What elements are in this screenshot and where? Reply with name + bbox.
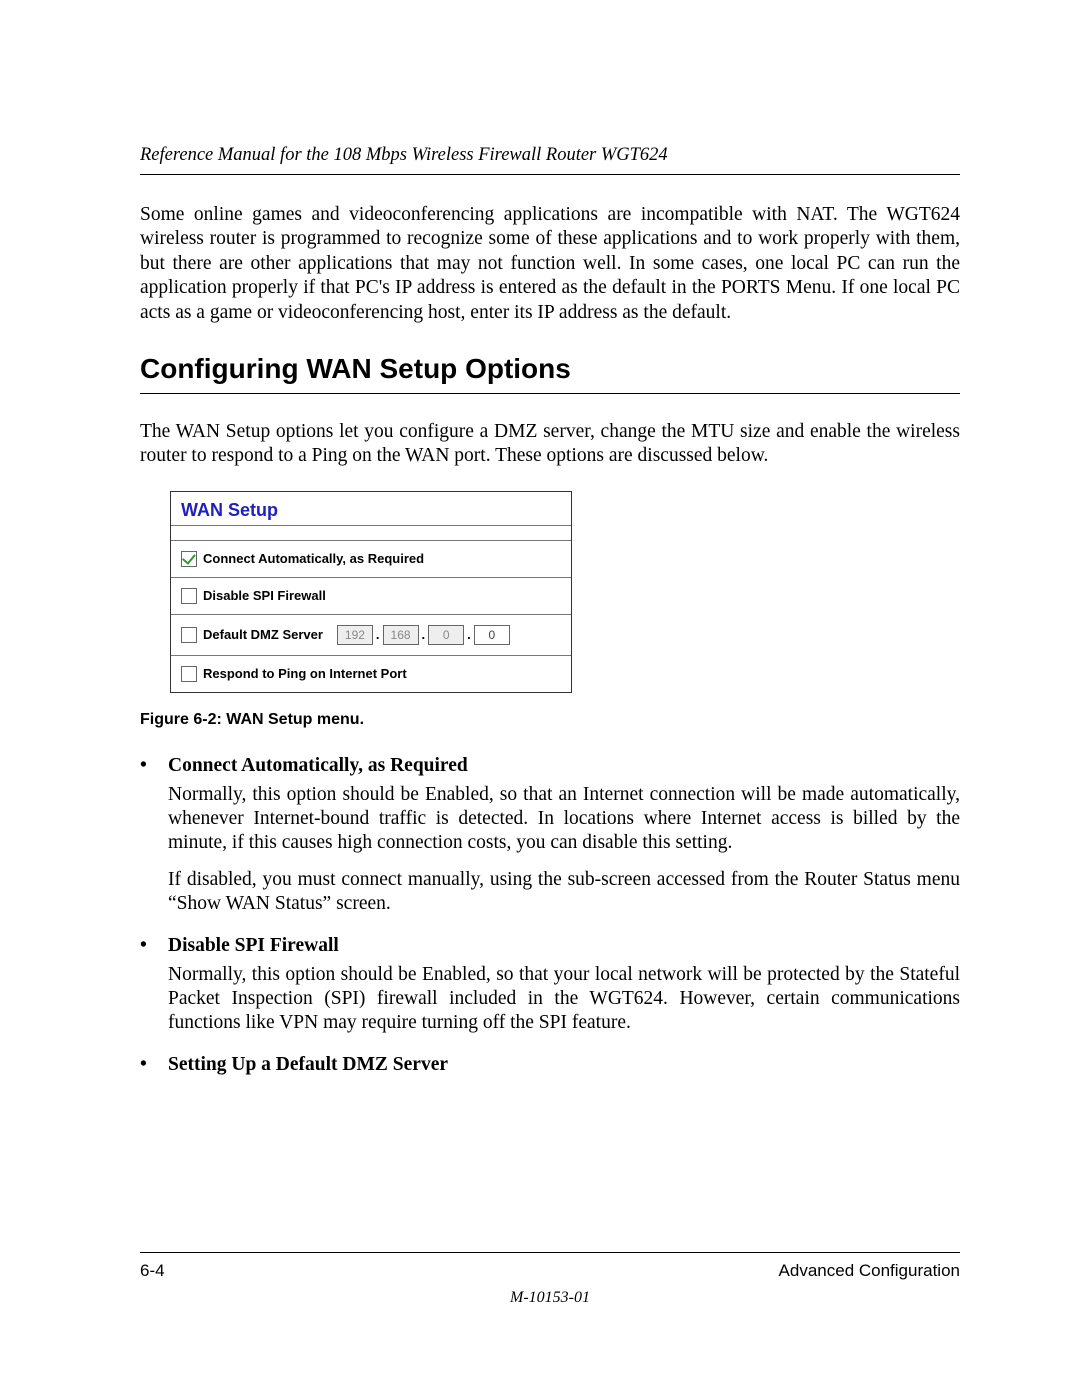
bullet-icon: • bbox=[140, 755, 168, 777]
label-ping: Respond to Ping on Internet Port bbox=[203, 666, 407, 681]
checkbox-dmz[interactable] bbox=[181, 627, 197, 643]
wan-setup-title: WAN Setup bbox=[171, 492, 571, 526]
bullet-body-1a: Normally, this option should be Enabled,… bbox=[168, 783, 960, 856]
wan-spacer bbox=[171, 526, 571, 541]
doc-id: M-10153-01 bbox=[140, 1289, 960, 1307]
bullet-list: • Connect Automatically, as Required Nor… bbox=[140, 755, 960, 1076]
wan-row-ping: Respond to Ping on Internet Port bbox=[171, 656, 571, 692]
wan-setup-panel: WAN Setup Connect Automatically, as Requ… bbox=[170, 491, 572, 693]
checkbox-ping[interactable] bbox=[181, 666, 197, 682]
section-rule bbox=[140, 393, 960, 394]
wan-row-disable-spi: Disable SPI Firewall bbox=[171, 578, 571, 615]
dot-icon: . bbox=[375, 627, 381, 642]
page-footer: 6-4 Advanced Configuration M-10153-01 bbox=[140, 1252, 960, 1307]
label-dmz: Default DMZ Server bbox=[203, 627, 323, 642]
bullet-icon: • bbox=[140, 1054, 168, 1076]
footer-rule bbox=[140, 1252, 960, 1253]
running-head: Reference Manual for the 108 Mbps Wirele… bbox=[140, 145, 960, 166]
header-rule bbox=[140, 174, 960, 175]
bullet-icon: • bbox=[140, 935, 168, 957]
bullet-title-3: Setting Up a Default DMZ Server bbox=[168, 1054, 448, 1076]
dmz-ip-octet-2[interactable]: 168 bbox=[383, 625, 419, 645]
list-item: • Connect Automatically, as Required Nor… bbox=[140, 755, 960, 917]
dmz-ip-octet-1[interactable]: 192 bbox=[337, 625, 373, 645]
dot-icon: . bbox=[421, 627, 427, 642]
page-number: 6-4 bbox=[140, 1261, 165, 1281]
wan-row-dmz: Default DMZ Server 192 . 168 . 0 . 0 bbox=[171, 615, 571, 656]
dot-icon: . bbox=[466, 627, 472, 642]
checkbox-disable-spi[interactable] bbox=[181, 588, 197, 604]
checkbox-connect-auto[interactable] bbox=[181, 551, 197, 567]
figure-caption: Figure 6-2: WAN Setup menu. bbox=[140, 711, 960, 729]
bullet-body-1b: If disabled, you must connect manually, … bbox=[168, 868, 960, 917]
dmz-ip-octet-4[interactable]: 0 bbox=[474, 625, 510, 645]
dmz-ip-group: 192 . 168 . 0 . 0 bbox=[337, 625, 510, 645]
list-item: • Disable SPI Firewall Normally, this op… bbox=[140, 935, 960, 1036]
page: Reference Manual for the 108 Mbps Wirele… bbox=[0, 0, 1080, 1397]
bullet-title-2: Disable SPI Firewall bbox=[168, 935, 339, 957]
section-heading: Configuring WAN Setup Options bbox=[140, 353, 960, 385]
list-item: • Setting Up a Default DMZ Server bbox=[140, 1054, 960, 1076]
bullet-body-2: Normally, this option should be Enabled,… bbox=[168, 963, 960, 1036]
dmz-ip-octet-3[interactable]: 0 bbox=[428, 625, 464, 645]
bullet-title-1: Connect Automatically, as Required bbox=[168, 755, 468, 777]
wan-row-connect-auto: Connect Automatically, as Required bbox=[171, 541, 571, 578]
label-disable-spi: Disable SPI Firewall bbox=[203, 588, 326, 603]
section-intro: The WAN Setup options let you configure … bbox=[140, 420, 960, 469]
intro-paragraph: Some online games and videoconferencing … bbox=[140, 203, 960, 325]
label-connect-auto: Connect Automatically, as Required bbox=[203, 551, 424, 566]
chapter-name: Advanced Configuration bbox=[779, 1261, 960, 1281]
